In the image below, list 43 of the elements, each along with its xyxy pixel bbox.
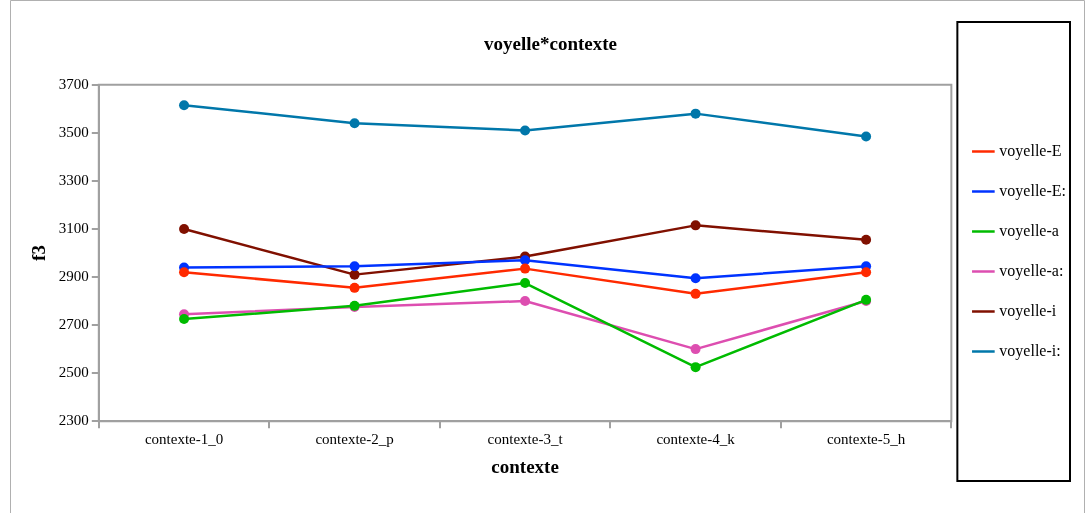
y-tick-label: 3700 (58, 75, 89, 92)
legend-label: voyelle-i (999, 301, 1057, 320)
legend-label: voyelle-E (999, 141, 1062, 160)
x-tick-label: contexte-4_k (656, 431, 736, 448)
point (690, 362, 701, 373)
point (861, 267, 872, 278)
point (520, 125, 531, 136)
point (690, 288, 701, 299)
y-tick-label: 3500 (58, 123, 89, 140)
point (520, 263, 531, 274)
x-tick-label: contexte-1_0 (144, 431, 224, 448)
legend-label: voyelle-i: (999, 341, 1061, 360)
point (520, 278, 531, 289)
x-tick-label: contexte-5_h (826, 431, 906, 448)
chart-title: voyelle*contexte (484, 33, 617, 55)
legend-label: voyelle-a: (999, 261, 1064, 280)
y-axis-title: f3 (28, 245, 50, 261)
y-tick-label: 2700 (58, 316, 89, 333)
point (520, 296, 531, 307)
x-tick-label: contexte-3_t (487, 431, 564, 448)
x-axis-title: contexte (491, 455, 559, 477)
point (690, 273, 701, 284)
legend-label: voyelle-E: (999, 181, 1066, 200)
point (179, 314, 190, 325)
x-tick-label: contexte-2_p (315, 431, 394, 448)
y-tick-label: 2300 (58, 412, 89, 429)
point (861, 131, 872, 142)
point (690, 108, 701, 119)
y-tick-label: 2900 (58, 267, 89, 284)
point (179, 223, 190, 234)
point (690, 220, 701, 231)
point (349, 282, 360, 293)
point (520, 255, 531, 266)
y-tick-label: 3300 (58, 171, 89, 188)
point (179, 100, 190, 111)
point (349, 261, 360, 272)
point (179, 267, 190, 278)
point (861, 234, 872, 245)
point (349, 118, 360, 129)
y-tick-label: 3100 (58, 219, 89, 236)
y-tick-label: 2500 (58, 364, 89, 381)
legend-label: voyelle-a (999, 221, 1059, 240)
point (690, 344, 701, 355)
